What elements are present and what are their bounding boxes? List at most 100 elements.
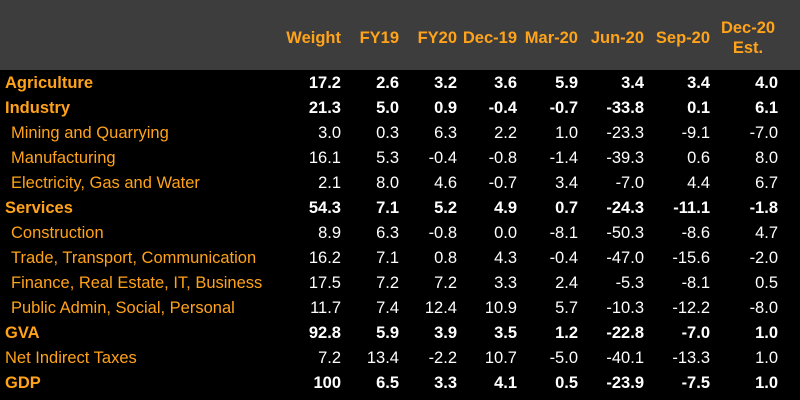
cell-value: -1.8 xyxy=(749,199,778,217)
cell-value: 3.9 xyxy=(434,324,457,342)
cell-value: 12.4 xyxy=(424,299,457,317)
cell-value: 13.4 xyxy=(366,349,399,367)
row-label: Trade, Transport, Communication xyxy=(11,249,257,267)
cell-value: 7.4 xyxy=(376,299,399,317)
column-header: Mar-20 xyxy=(524,29,578,47)
cell-value: 100 xyxy=(313,374,341,392)
cell-value: -47.0 xyxy=(606,249,644,267)
cell-value: -0.4 xyxy=(488,99,517,117)
cell-value: -33.8 xyxy=(606,99,644,117)
row-label: Mining and Quarrying xyxy=(11,124,169,142)
row-label: Industry xyxy=(5,99,71,117)
cell-value: 4.1 xyxy=(494,374,517,392)
cell-value: 0.0 xyxy=(494,224,517,242)
cell-value: -1.4 xyxy=(549,149,578,167)
cell-value: 5.0 xyxy=(376,99,399,117)
row-label: Agriculture xyxy=(5,74,94,92)
cell-value: 3.4 xyxy=(555,174,578,192)
cell-value: -5.3 xyxy=(615,274,644,292)
cell-value: 4.9 xyxy=(494,199,517,217)
cell-value: 7.1 xyxy=(376,199,399,217)
cell-value: 10.9 xyxy=(484,299,517,317)
cell-value: 2.1 xyxy=(318,174,341,192)
row-label: GDP xyxy=(5,374,41,392)
cell-value: -0.7 xyxy=(549,99,578,117)
row-label: Public Admin, Social, Personal xyxy=(11,299,235,317)
cell-value: 17.2 xyxy=(308,74,341,92)
cell-value: 1.0 xyxy=(755,324,778,342)
cell-value: -7.0 xyxy=(615,174,644,192)
cell-value: 3.0 xyxy=(318,124,341,142)
cell-value: 0.8 xyxy=(434,249,457,267)
cell-value: 6.5 xyxy=(376,374,399,392)
cell-value: 7.1 xyxy=(376,249,399,267)
row-label: Net Indirect Taxes xyxy=(5,349,137,367)
cell-value: 4.0 xyxy=(755,74,778,92)
cell-value: -7.0 xyxy=(681,324,710,342)
cell-value: 6.7 xyxy=(755,174,778,192)
cell-value: 7.2 xyxy=(434,274,457,292)
row-label: Services xyxy=(5,199,73,217)
cell-value: 2.2 xyxy=(494,124,517,142)
cell-value: 54.3 xyxy=(308,199,341,217)
cell-value: 0.3 xyxy=(376,124,399,142)
cell-value: 0.9 xyxy=(434,99,457,117)
header-band xyxy=(0,0,800,70)
row-label: Construction xyxy=(11,224,104,242)
cell-value: 8.0 xyxy=(376,174,399,192)
cell-value: 5.9 xyxy=(555,74,578,92)
cell-value: -0.4 xyxy=(428,149,457,167)
cell-value: -24.3 xyxy=(606,199,644,217)
cell-value: 3.3 xyxy=(434,374,457,392)
cell-value: -23.3 xyxy=(606,124,644,142)
cell-value: 5.2 xyxy=(434,199,457,217)
row-label: Electricity, Gas and Water xyxy=(11,174,200,192)
cell-value: 1.0 xyxy=(555,124,578,142)
cell-value: 3.5 xyxy=(494,324,517,342)
cell-value: 7.2 xyxy=(318,349,341,367)
cell-value: -40.1 xyxy=(606,349,644,367)
cell-value: 2.4 xyxy=(555,274,578,292)
row-label: Manufacturing xyxy=(11,149,116,167)
cell-value: -8.1 xyxy=(681,274,710,292)
cell-value: -5.0 xyxy=(549,349,578,367)
cell-value: 5.3 xyxy=(376,149,399,167)
cell-value: 3.4 xyxy=(621,74,644,92)
cell-value: 7.2 xyxy=(376,274,399,292)
cell-value: 0.5 xyxy=(755,274,778,292)
cell-value: -2.0 xyxy=(749,249,778,267)
cell-value: 4.4 xyxy=(687,174,710,192)
cell-value: -39.3 xyxy=(606,149,644,167)
cell-value: -9.1 xyxy=(681,124,710,142)
cell-value: 5.9 xyxy=(376,324,399,342)
cell-value: 10.7 xyxy=(484,349,517,367)
cell-value: 92.8 xyxy=(308,324,341,342)
row-label: Finance, Real Estate, IT, Business xyxy=(11,274,263,292)
cell-value: 3.3 xyxy=(494,274,517,292)
cell-value: 6.3 xyxy=(376,224,399,242)
cell-value: 1.0 xyxy=(755,349,778,367)
cell-value: -8.6 xyxy=(681,224,710,242)
cell-value: -7.0 xyxy=(749,124,778,142)
cell-value: -11.1 xyxy=(673,199,710,217)
cell-value: 0.7 xyxy=(555,199,578,217)
cell-value: 3.6 xyxy=(494,74,517,92)
cell-value: 3.2 xyxy=(434,74,457,92)
cell-value: 5.7 xyxy=(555,299,578,317)
cell-value: 0.1 xyxy=(687,99,710,117)
cell-value: -15.6 xyxy=(672,249,710,267)
cell-value: 1.0 xyxy=(755,374,778,392)
cell-value: -0.8 xyxy=(488,149,517,167)
column-header: Dec-19 xyxy=(462,29,517,47)
cell-value: -22.8 xyxy=(606,324,644,342)
cell-value: -8.0 xyxy=(749,299,778,317)
column-header: FY19 xyxy=(359,29,399,47)
cell-value: 6.1 xyxy=(755,99,778,117)
cell-value: 1.2 xyxy=(555,324,578,342)
column-header: Weight xyxy=(286,29,341,47)
cell-value: -8.1 xyxy=(549,224,578,242)
cell-value: 4.3 xyxy=(494,249,517,267)
cell-value: -23.9 xyxy=(606,374,644,392)
column-header: Jun-20 xyxy=(590,29,644,47)
